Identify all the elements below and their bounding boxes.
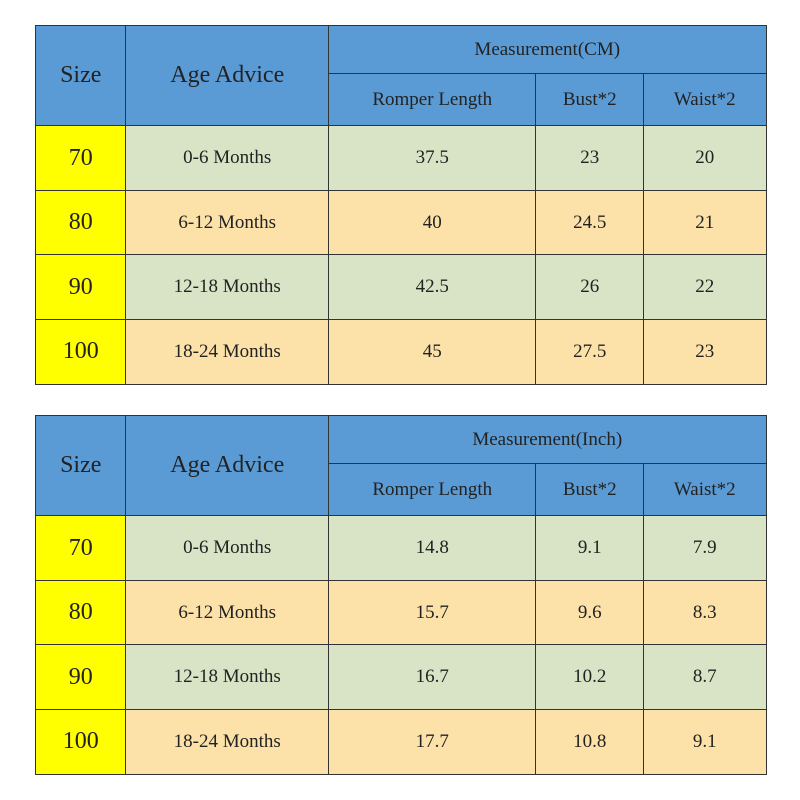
measurement-cell: 7.9 bbox=[643, 515, 767, 581]
size-header: Size bbox=[35, 415, 127, 517]
age-cell: 6-12 Months bbox=[125, 189, 330, 256]
measurement-cell: 23 bbox=[535, 125, 645, 191]
measurement-cell: 24.5 bbox=[535, 189, 645, 256]
age-header: Age Advice bbox=[125, 25, 330, 127]
column-header: Waist*2 bbox=[643, 73, 767, 127]
measurement-cell: 37.5 bbox=[328, 125, 537, 191]
measurement-header: Measurement(CM) bbox=[328, 25, 767, 75]
age-cell: 12-18 Months bbox=[125, 644, 330, 710]
measurement-cell: 27.5 bbox=[535, 318, 645, 385]
size-cell: 90 bbox=[35, 644, 127, 710]
size-cell: 90 bbox=[35, 254, 127, 320]
measurement-cell: 15.7 bbox=[328, 579, 537, 646]
size-cell: 80 bbox=[35, 579, 127, 646]
age-cell: 6-12 Months bbox=[125, 579, 330, 646]
measurement-cell: 45 bbox=[328, 318, 537, 385]
age-cell: 12-18 Months bbox=[125, 254, 330, 320]
measurement-cell: 10.8 bbox=[535, 708, 645, 775]
measurement-cell: 40 bbox=[328, 189, 537, 256]
measurement-cell: 17.7 bbox=[328, 708, 537, 775]
size-header: Size bbox=[35, 25, 127, 127]
measurement-cell: 26 bbox=[535, 254, 645, 320]
measurement-cell: 10.2 bbox=[535, 644, 645, 710]
age-cell: 0-6 Months bbox=[125, 125, 330, 191]
column-header: Romper Length bbox=[328, 73, 537, 127]
measurement-cell: 21 bbox=[643, 189, 767, 256]
age-cell: 18-24 Months bbox=[125, 708, 330, 775]
column-header: Bust*2 bbox=[535, 463, 645, 517]
measurement-cell: 23 bbox=[643, 318, 767, 385]
age-cell: 18-24 Months bbox=[125, 318, 330, 385]
measurement-cell: 22 bbox=[643, 254, 767, 320]
size-cell: 100 bbox=[35, 708, 127, 775]
measurement-cell: 8.3 bbox=[643, 579, 767, 646]
measurement-cell: 9.1 bbox=[643, 708, 767, 775]
measurement-cell: 9.1 bbox=[535, 515, 645, 581]
column-header: Waist*2 bbox=[643, 463, 767, 517]
size-cell: 100 bbox=[35, 318, 127, 385]
age-header: Age Advice bbox=[125, 415, 330, 517]
measurement-cell: 8.7 bbox=[643, 644, 767, 710]
measurement-cell: 9.6 bbox=[535, 579, 645, 646]
measurement-cell: 16.7 bbox=[328, 644, 537, 710]
size-cell: 70 bbox=[35, 125, 127, 191]
size-cell: 80 bbox=[35, 189, 127, 256]
column-header: Bust*2 bbox=[535, 73, 645, 127]
size-cell: 70 bbox=[35, 515, 127, 581]
measurement-cell: 14.8 bbox=[328, 515, 537, 581]
measurement-header: Measurement(Inch) bbox=[328, 415, 767, 465]
age-cell: 0-6 Months bbox=[125, 515, 330, 581]
column-header: Romper Length bbox=[328, 463, 537, 517]
measurement-cell: 20 bbox=[643, 125, 767, 191]
measurement-cell: 42.5 bbox=[328, 254, 537, 320]
